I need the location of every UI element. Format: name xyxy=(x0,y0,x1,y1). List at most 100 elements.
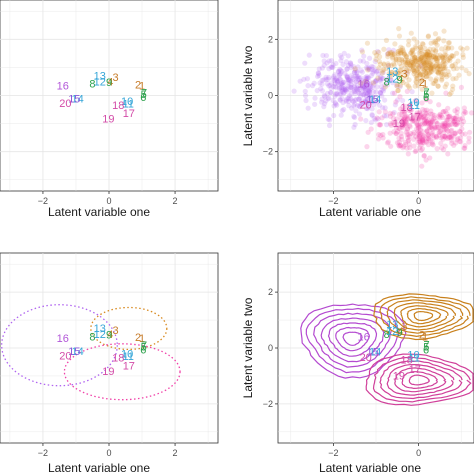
sample-point xyxy=(434,55,440,62)
sample-point xyxy=(421,153,427,159)
sample-point xyxy=(391,51,397,57)
sample-point xyxy=(463,67,469,74)
sample-point xyxy=(445,69,451,75)
sample-point xyxy=(406,141,413,147)
sample-point xyxy=(431,135,437,141)
sample-point xyxy=(420,114,426,120)
sample-point xyxy=(393,130,399,136)
sample-point xyxy=(424,62,430,68)
sample-point xyxy=(431,39,437,45)
sample-point xyxy=(400,104,406,110)
sample-point xyxy=(347,84,353,90)
sample-point xyxy=(461,111,467,117)
sample-point xyxy=(376,58,382,65)
sample-point xyxy=(404,145,410,151)
sample-point xyxy=(321,92,328,99)
sample-point xyxy=(377,90,383,96)
sample-point xyxy=(351,114,358,121)
sample-point xyxy=(340,61,346,68)
point-label-17: 17 xyxy=(409,111,421,123)
sample-point xyxy=(405,83,412,89)
sample-point xyxy=(433,68,440,75)
sample-point xyxy=(407,122,413,129)
sample-point xyxy=(382,105,388,111)
sample-point xyxy=(408,107,414,113)
sample-point xyxy=(417,124,423,130)
sample-point xyxy=(433,78,439,84)
sample-point xyxy=(418,147,424,153)
sample-point xyxy=(429,118,435,124)
sample-point xyxy=(337,66,343,73)
density-contour xyxy=(365,353,474,406)
sample-point xyxy=(427,52,433,58)
sample-point xyxy=(457,138,463,145)
point-label-5: 5 xyxy=(423,89,429,101)
sample-point xyxy=(428,125,434,131)
sample-point xyxy=(366,65,372,71)
sample-point xyxy=(351,124,357,130)
sample-point xyxy=(423,65,429,71)
sample-point xyxy=(454,137,460,143)
sample-point xyxy=(417,109,423,115)
sample-point xyxy=(395,51,401,57)
sample-point xyxy=(424,107,430,113)
point-label-10: 10 xyxy=(121,349,133,361)
sample-point xyxy=(351,83,357,89)
density-contour xyxy=(393,302,457,331)
sample-point xyxy=(447,55,453,61)
grid xyxy=(278,0,474,191)
sample-point xyxy=(364,144,370,150)
sample-point xyxy=(412,54,418,61)
sample-point xyxy=(400,122,406,128)
sample-point xyxy=(361,92,367,98)
sample-point xyxy=(418,62,425,68)
sample-point xyxy=(345,95,351,101)
sample-point xyxy=(391,90,398,96)
sample-point xyxy=(401,51,408,57)
sample-point xyxy=(381,46,387,52)
sample-point xyxy=(426,64,432,71)
sample-point xyxy=(420,114,426,121)
sample-point xyxy=(405,151,411,157)
sample-point xyxy=(337,72,343,78)
sample-point xyxy=(424,120,430,127)
sample-point xyxy=(390,47,397,53)
point-label-13: 13 xyxy=(386,66,398,78)
sample-point xyxy=(453,140,459,146)
sample-point xyxy=(438,113,444,119)
sample-point xyxy=(400,116,407,122)
sample-point xyxy=(339,68,345,74)
sample-point xyxy=(314,87,320,94)
sample-point xyxy=(358,98,364,104)
sample-point xyxy=(385,61,391,67)
sample-point xyxy=(319,81,325,87)
sample-point xyxy=(337,91,343,97)
confidence-ellipse xyxy=(1,304,118,387)
sample-point xyxy=(375,71,382,77)
sample-point xyxy=(450,83,456,89)
sample-point xyxy=(444,122,450,128)
sample-point xyxy=(354,69,360,75)
sample-point xyxy=(362,85,368,92)
sample-point xyxy=(454,121,460,127)
sample-point xyxy=(436,125,442,131)
sample-point xyxy=(426,133,432,139)
point-label-12: 12 xyxy=(386,326,398,338)
sample-point xyxy=(342,85,348,91)
sample-point xyxy=(441,123,447,130)
sample-point xyxy=(447,55,453,61)
sample-point xyxy=(466,71,472,77)
sample-point xyxy=(430,116,437,122)
sample-point xyxy=(419,121,425,127)
sample-point xyxy=(339,88,345,95)
sample-point xyxy=(323,76,329,83)
sample-point xyxy=(359,100,365,106)
y-axis-title: Latent variable two xyxy=(241,297,255,398)
sample-point xyxy=(371,82,377,88)
sample-point xyxy=(418,71,424,78)
sample-point xyxy=(367,81,373,87)
sample-point xyxy=(344,74,350,80)
sample-point xyxy=(396,26,402,32)
sample-point xyxy=(421,60,427,66)
sample-point xyxy=(410,131,416,137)
